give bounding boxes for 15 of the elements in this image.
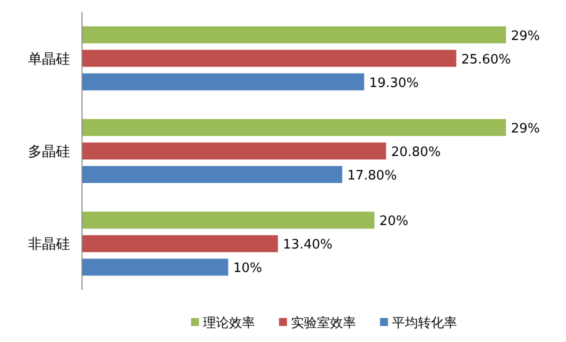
- data-label: 19.30%: [369, 76, 419, 91]
- legend-label: 理论效率: [203, 315, 255, 331]
- data-label: 20%: [379, 214, 408, 230]
- data-label: 29%: [511, 122, 540, 136]
- data-label: 10%: [233, 261, 262, 276]
- y-tick-label: 非晶硅: [28, 236, 70, 253]
- data-label: 13.40%: [282, 238, 332, 253]
- data-label: 29%: [511, 28, 540, 44]
- data-label: 20.80%: [391, 145, 441, 160]
- y-tick-label: 多晶硅: [28, 144, 70, 160]
- data-label: 25.60%: [461, 52, 511, 68]
- legend-label: 平均转化率: [392, 315, 457, 331]
- data-label: 17.80%: [347, 168, 397, 184]
- y-tick-label: 单晶硅: [28, 51, 70, 68]
- legend-label: 实验室效率: [291, 315, 356, 331]
